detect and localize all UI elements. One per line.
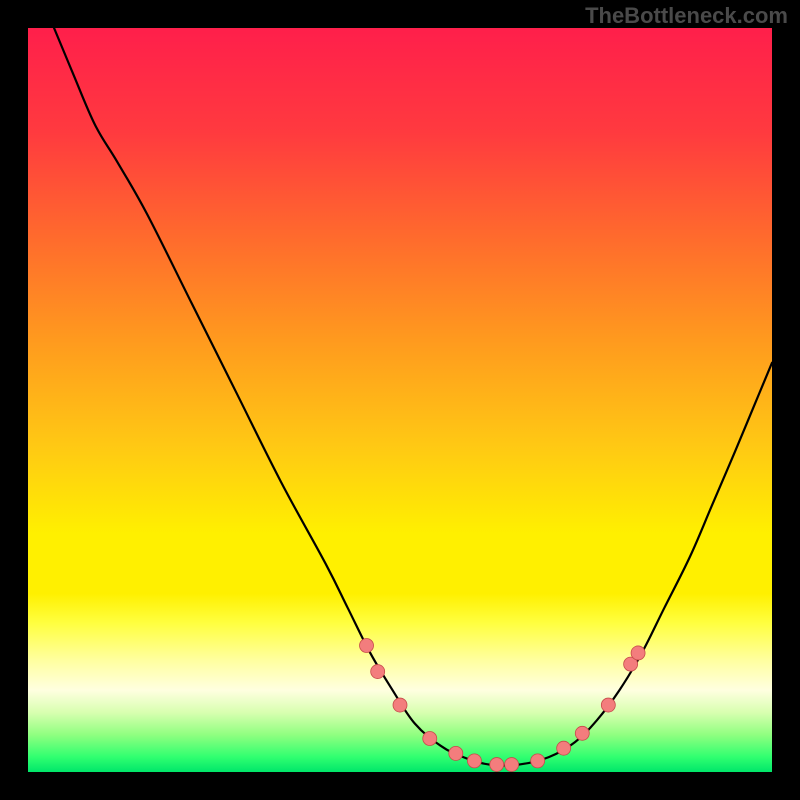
curve-marker [371,665,385,679]
curve-marker [631,646,645,660]
watermark-text: TheBottleneck.com [585,3,788,29]
plot-background [28,28,772,772]
curve-marker [575,726,589,740]
curve-marker [360,639,374,653]
curve-marker [490,758,504,772]
curve-marker [393,698,407,712]
curve-marker [467,754,481,768]
curve-marker [449,746,463,760]
curve-marker [505,758,519,772]
curve-marker [423,732,437,746]
curve-marker [557,741,571,755]
curve-marker [531,754,545,768]
curve-marker [601,698,615,712]
bottleneck-curve-chart [0,0,800,800]
chart-frame: TheBottleneck.com [0,0,800,800]
